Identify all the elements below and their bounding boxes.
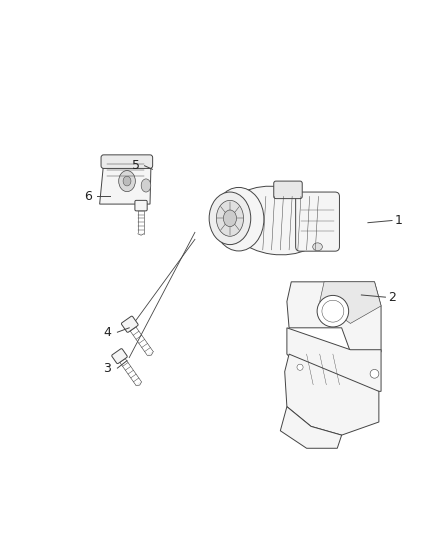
- Ellipse shape: [213, 188, 264, 251]
- Ellipse shape: [119, 171, 135, 191]
- FancyBboxPatch shape: [101, 155, 152, 168]
- Ellipse shape: [117, 355, 126, 362]
- FancyBboxPatch shape: [121, 316, 138, 333]
- Polygon shape: [136, 382, 141, 386]
- Ellipse shape: [135, 207, 147, 210]
- Polygon shape: [285, 354, 379, 435]
- Ellipse shape: [322, 300, 344, 322]
- Polygon shape: [287, 328, 381, 391]
- Text: 5: 5: [132, 159, 140, 172]
- Text: 1: 1: [395, 214, 403, 227]
- Ellipse shape: [317, 295, 349, 327]
- FancyBboxPatch shape: [135, 200, 147, 211]
- Polygon shape: [138, 233, 144, 235]
- Ellipse shape: [209, 192, 251, 245]
- Polygon shape: [287, 282, 381, 352]
- FancyBboxPatch shape: [274, 181, 302, 199]
- Text: 3: 3: [103, 361, 111, 375]
- Ellipse shape: [226, 186, 326, 255]
- Ellipse shape: [370, 369, 379, 378]
- Text: 2: 2: [388, 290, 396, 304]
- FancyBboxPatch shape: [112, 349, 127, 364]
- Text: 6: 6: [84, 190, 92, 203]
- Polygon shape: [280, 407, 342, 448]
- Ellipse shape: [126, 323, 137, 331]
- Ellipse shape: [313, 243, 322, 251]
- FancyBboxPatch shape: [296, 192, 339, 251]
- Polygon shape: [148, 352, 153, 356]
- Polygon shape: [99, 163, 151, 204]
- Ellipse shape: [297, 364, 303, 370]
- Polygon shape: [320, 282, 381, 324]
- Text: 4: 4: [103, 326, 111, 338]
- Ellipse shape: [123, 176, 131, 186]
- Ellipse shape: [216, 200, 244, 236]
- Ellipse shape: [141, 179, 151, 192]
- Ellipse shape: [223, 210, 237, 227]
